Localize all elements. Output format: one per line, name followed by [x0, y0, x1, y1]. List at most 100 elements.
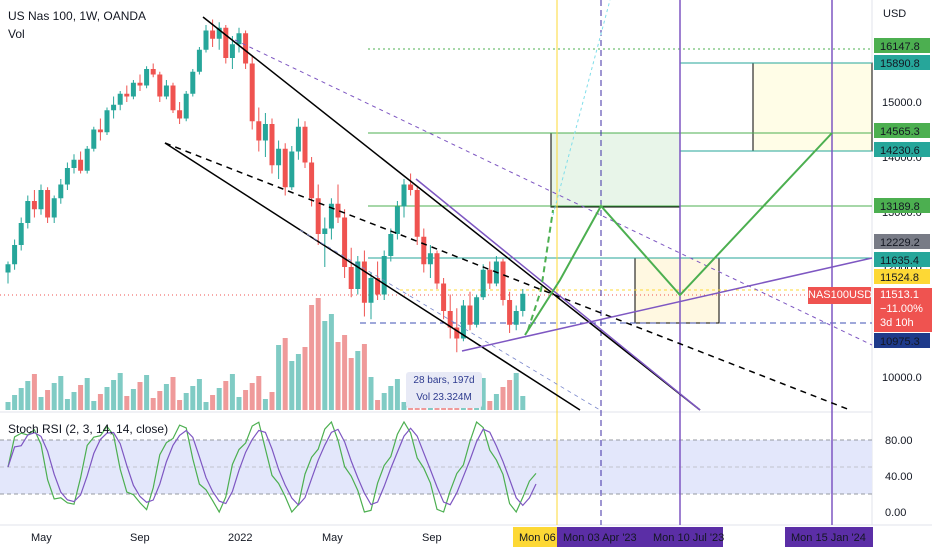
candle-body — [507, 300, 513, 325]
candle-body — [348, 267, 354, 289]
stoch-d-line — [7, 427, 537, 507]
candle-body — [289, 151, 295, 188]
volume-bar — [216, 388, 222, 410]
candle-body — [487, 269, 493, 284]
volume-bar — [51, 383, 57, 410]
date-label: Mon 06 — [519, 532, 556, 544]
volume-bar — [368, 377, 374, 410]
candle-body — [51, 198, 57, 218]
candle-body — [58, 184, 64, 199]
price-label-box — [874, 38, 930, 53]
candle-body — [256, 121, 262, 141]
candle-body — [183, 93, 189, 119]
candle-body — [223, 27, 229, 58]
candle-body — [262, 124, 268, 141]
symbol-title: US Nas 100, 1W, OANDA — [8, 9, 147, 23]
candle-body — [210, 30, 216, 39]
candle-body — [97, 129, 103, 133]
candle-body — [460, 305, 466, 339]
volume-bar — [493, 394, 499, 410]
price-label: 12229.2 — [880, 237, 920, 249]
candle-body — [177, 110, 183, 119]
symbol-tag: NAS100USD — [808, 287, 872, 304]
date-label-box — [557, 527, 647, 547]
volume-bar — [309, 305, 315, 410]
price-label: 10975.3 — [880, 336, 920, 348]
volume-bar — [170, 377, 176, 410]
target-box-1 — [550, 132, 681, 208]
volume-bar — [500, 387, 506, 410]
candle-body — [434, 253, 440, 284]
candle-body — [500, 261, 506, 300]
price-tick: 10000.0 — [882, 372, 922, 384]
candle-body — [401, 184, 407, 207]
volume-bar — [137, 382, 143, 410]
price-label: 13189.8 — [880, 201, 920, 213]
candle-body — [5, 264, 11, 273]
volume-bar — [348, 358, 354, 410]
volume-bar — [84, 378, 90, 410]
time-tick: Sep — [130, 532, 150, 544]
candle-body — [124, 93, 130, 97]
candle-body — [513, 311, 519, 325]
price-label: 15890.8 — [880, 58, 920, 70]
candle-body — [236, 33, 242, 45]
volume-bar — [302, 347, 308, 410]
candle-body — [137, 82, 143, 86]
candle-body — [454, 327, 460, 339]
candle-body — [111, 104, 117, 111]
candle-body — [38, 190, 44, 210]
volume-bar — [487, 401, 493, 410]
target-box-3 — [752, 62, 873, 152]
price-label-box — [874, 333, 930, 348]
volume-bar — [342, 335, 348, 410]
candle-body — [243, 33, 249, 64]
candle-body — [216, 27, 222, 39]
channel-lower — [164, 142, 581, 411]
volume-bar — [5, 402, 11, 410]
stoch-rsi-title: Stoch RSI (2, 3, 14, 14, close) — [8, 422, 169, 436]
volume-bar — [520, 396, 526, 410]
price-label: 11524.8 — [880, 272, 919, 284]
volume-bar — [64, 399, 70, 410]
measure-volume: Vol 23.324M — [416, 392, 472, 403]
candle-body — [170, 85, 176, 111]
volume-bar — [12, 395, 18, 410]
candle-body — [104, 110, 110, 133]
volume-bar — [130, 389, 136, 410]
candle-body — [91, 129, 97, 149]
price-label-box — [874, 252, 930, 267]
volume-bar — [249, 383, 255, 410]
volume-bar — [157, 391, 163, 410]
volume-bar — [335, 342, 341, 410]
volume-bar — [282, 338, 288, 410]
volume-bar — [276, 345, 282, 410]
candle-body — [229, 44, 235, 58]
purple-dashed-trend — [234, 39, 873, 346]
volume-bar — [25, 381, 31, 410]
projection-dashed — [527, 209, 554, 331]
candle-body — [315, 198, 321, 234]
candle-body — [282, 148, 288, 188]
candle-body — [368, 278, 374, 303]
candle-body — [150, 69, 156, 75]
volume-bar — [401, 402, 407, 410]
volume-bar — [355, 351, 361, 410]
volume-bar — [375, 400, 381, 410]
candle-body — [322, 228, 328, 234]
volume-bar — [38, 397, 44, 410]
candle-body — [276, 148, 282, 166]
volume-bar — [58, 376, 64, 410]
volume-bar — [480, 378, 486, 410]
volume-bar — [223, 381, 229, 410]
candle-body — [71, 159, 77, 168]
measure-tooltip: 28 bars, 197d Vol 23.324M — [406, 372, 482, 408]
volume-bar — [144, 375, 150, 410]
volume-bar — [513, 373, 519, 410]
volume-label: Vol — [8, 27, 25, 41]
candle-body — [467, 305, 473, 325]
volume-bar — [361, 344, 367, 410]
purple-upper — [415, 178, 701, 411]
volume-bar — [315, 298, 321, 410]
